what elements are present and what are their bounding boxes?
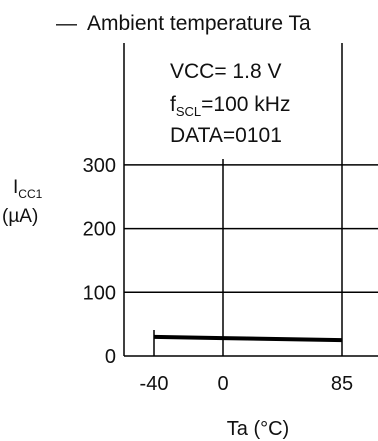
y-tick-label-300: 300 [83,155,116,177]
y-tick-label-0: 0 [105,346,116,368]
series-layer [153,334,343,343]
y-axis-label-sub: CC1 [18,187,42,201]
annotation-fscl-main: f [170,93,176,116]
x-tick-label-0: 0 [217,373,228,395]
x-axis-label: Ta (°C) [227,418,289,440]
annotation-fscl: fSCL=100 kHz [170,93,290,119]
chart-title-dash: — [56,12,77,35]
series-line-0 [153,334,343,343]
annotation-data: DATA=0101 [170,124,282,147]
y-tick-label-100: 100 [83,282,116,304]
chart-title: Ambient temperature Ta [87,12,311,35]
condition-box [156,43,324,159]
y-axis-unit: (µA) [2,206,38,227]
y-tick-label-200: 200 [83,219,116,241]
annotation-fscl-sub: SCL [176,104,201,119]
x-tick-label-85: 85 [331,373,353,395]
tick-labels: 0 100 200 300 -40 0 85 [83,155,354,395]
annotation-fscl-rest: =100 kHz [201,93,290,116]
y-axis-label-main: I [13,177,18,198]
x-tick-label--40: -40 [140,373,169,395]
y-axis-label: ICC1 [13,177,43,201]
annotation-vcc: VCC= 1.8 V [170,60,281,83]
